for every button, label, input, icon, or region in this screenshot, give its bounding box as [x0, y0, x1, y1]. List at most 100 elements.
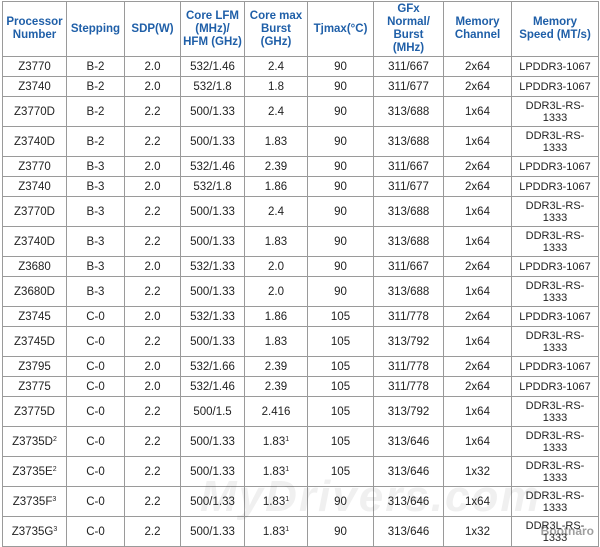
- core-lfm-hfm-cell: 500/1.33: [180, 276, 245, 307]
- core-lfm-hfm-cell-value: 500/1.33: [190, 105, 235, 118]
- stepping-cell: C-0: [66, 326, 125, 357]
- table-row: Z3740 B-2 2.0 532/1.8 1.8 90 311/677 2x64 LPDDR3…: [2, 76, 599, 97]
- memory-speed-cell: DDR3L-RS- 1333: [511, 126, 599, 157]
- tjmax-cell-value: 105: [330, 360, 351, 373]
- core-lfm-hfm-cell: 532/1.8: [180, 76, 245, 97]
- core-lfm-hfm-cell: 532/1.8: [180, 176, 245, 197]
- sdp-cell: 2.0: [124, 76, 181, 97]
- memory-channel-cell: 2x64: [443, 256, 512, 277]
- core-max-burst-cell-value: 1.83: [264, 235, 288, 248]
- core-lfm-hfm-cell-value: 500/1.33: [190, 495, 235, 508]
- processor-number-cell: Z3680: [2, 256, 67, 277]
- stepping-cell: C-0: [66, 396, 125, 427]
- sdp-cell-value: 2.0: [144, 260, 161, 273]
- core-lfm-hfm-cell-value: 532/1.46: [190, 160, 235, 173]
- processor-number-cell-value: Z3740D: [14, 135, 55, 148]
- memory-speed-cell: LPDDR3-1067: [511, 56, 599, 77]
- memory-speed-cell-value: DDR3L-RS- 1333: [525, 489, 585, 514]
- sdp-cell: 2.2: [124, 426, 181, 457]
- processor-number-cell-value: Z3680D: [14, 285, 55, 298]
- memory-channel-cell-value: 2x64: [465, 60, 490, 73]
- sdp-cell-value: 2.0: [144, 180, 161, 193]
- footnote-marker: 3: [52, 495, 57, 503]
- memory-channel-cell-value: 1x64: [465, 235, 490, 248]
- core-lfm-hfm-cell-value: 500/1.33: [190, 205, 235, 218]
- sdp-cell: 2.2: [124, 126, 181, 157]
- gfx-freq-cell-value: 311/778: [388, 380, 429, 393]
- memory-speed-cell: DDR3L-RS- 1333: [511, 486, 599, 517]
- memory-channel-cell: 2x64: [443, 76, 512, 97]
- gfx-freq-cell-value: 311/778: [388, 360, 429, 373]
- table-row: Z3735F3 C-0 2.2 500/1.33 1.831 90 313/646 1x64 D…: [2, 486, 599, 517]
- memory-channel-cell-value: 2x64: [465, 310, 490, 323]
- gfx-freq-cell: 313/688: [373, 126, 444, 157]
- stepping-cell: B-3: [66, 196, 125, 227]
- memory-speed-cell-value: DDR3L-RS- 1333: [525, 329, 585, 354]
- gfx-freq-cell-value: 313/688: [387, 285, 430, 298]
- sdp-cell: 2.2: [124, 326, 181, 357]
- tjmax-cell-value: 90: [334, 260, 347, 273]
- core-max-burst-cell-value: 1.83: [262, 435, 286, 448]
- core-max-burst-cell-value: 1.86: [264, 180, 288, 193]
- table-row: Z3735D2 C-0 2.2 500/1.33 1.831 105 313/646 1x64…: [2, 426, 599, 457]
- sdp-cell-value: 2.2: [144, 525, 161, 538]
- memory-speed-cell: DDR3L-RS- 1333: [511, 196, 599, 227]
- memory-channel-cell-value: 2x64: [465, 360, 490, 373]
- stepping-cell-value: B-3: [86, 160, 105, 173]
- tjmax-cell: 105: [307, 396, 374, 427]
- sdp-cell: 2.0: [124, 376, 181, 397]
- tjmax-cell-value: 90: [334, 525, 347, 538]
- core-max-burst-cell-value: 2.416: [261, 405, 291, 418]
- sdp-cell-value: 2.2: [144, 465, 161, 478]
- tjmax-cell-value: 105: [330, 435, 351, 448]
- memory-speed-cell: DDR3L-RS- 1333: [511, 226, 599, 257]
- memory-speed-cell-value: DDR3L-RS- 1333: [525, 229, 585, 254]
- memory-channel-cell: 2x64: [443, 56, 512, 77]
- header-core-lfm-hfm: Core LFM (MHz)/ HFM (GHz): [180, 1, 245, 57]
- stepping-cell-value: B-3: [86, 235, 105, 248]
- gfx-freq-cell: 313/688: [373, 196, 444, 227]
- processor-number-cell: Z3770D: [2, 96, 67, 127]
- stepping-cell-value: B-2: [86, 105, 105, 118]
- core-max-burst-cell-value: 2.4: [268, 60, 284, 73]
- sdp-cell: 2.0: [124, 306, 181, 327]
- memory-channel-cell-value: 1x64: [465, 285, 490, 298]
- header-memory-channel: Memory Channel: [443, 1, 512, 57]
- memory-speed-cell: DDR3L-RS- 1333: [511, 96, 599, 127]
- memory-channel-cell: 2x64: [443, 356, 512, 377]
- core-lfm-hfm-cell: 500/1.33: [180, 456, 245, 487]
- stepping-cell-value: B-2: [86, 135, 105, 148]
- tjmax-cell: 90: [307, 156, 374, 177]
- gfx-freq-cell: 311/667: [373, 256, 444, 277]
- core-max-burst-cell-value: 2.39: [264, 160, 288, 173]
- core-lfm-hfm-cell: 532/1.66: [180, 356, 245, 377]
- core-lfm-hfm-cell-value: 532/1.8: [193, 180, 232, 193]
- sdp-cell-value: 2.2: [144, 235, 161, 248]
- tjmax-cell: 90: [307, 516, 374, 547]
- gfx-freq-cell-value: 313/688: [387, 105, 430, 118]
- memory-channel-cell: 2x64: [443, 156, 512, 177]
- table-row: Z3680D B-3 2.2 500/1.33 2.0 90 313/688 1x64 DDR3…: [2, 276, 599, 307]
- stepping-cell: B-3: [66, 156, 125, 177]
- memory-channel-cell: 1x32: [443, 456, 512, 487]
- memory-channel-cell: 1x64: [443, 486, 512, 517]
- gfx-freq-cell-value: 311/667: [388, 60, 429, 73]
- core-lfm-hfm-cell: 500/1.33: [180, 486, 245, 517]
- processor-number-cell-value: Z3740: [18, 180, 51, 193]
- tjmax-cell-value: 105: [330, 465, 351, 478]
- memory-speed-cell: LPDDR3-1067: [511, 376, 599, 397]
- sdp-cell-value: 2.0: [144, 380, 161, 393]
- memory-channel-cell-value: 2x64: [465, 80, 490, 93]
- core-max-burst-cell: 2.4: [244, 96, 308, 127]
- tjmax-cell: 90: [307, 196, 374, 227]
- core-lfm-hfm-cell-value: 500/1.33: [190, 525, 235, 538]
- core-lfm-hfm-cell: 532/1.33: [180, 306, 245, 327]
- gfx-freq-cell: 313/646: [373, 426, 444, 457]
- gfx-freq-cell: 313/688: [373, 96, 444, 127]
- stepping-cell: C-0: [66, 486, 125, 517]
- table-row: Z3740D B-3 2.2 500/1.33 1.83 90 313/688 1x64 DDR…: [2, 226, 599, 257]
- core-max-burst-cell-value: 1.83: [262, 495, 286, 508]
- gfx-freq-cell: 313/792: [373, 326, 444, 357]
- sdp-cell: 2.2: [124, 516, 181, 547]
